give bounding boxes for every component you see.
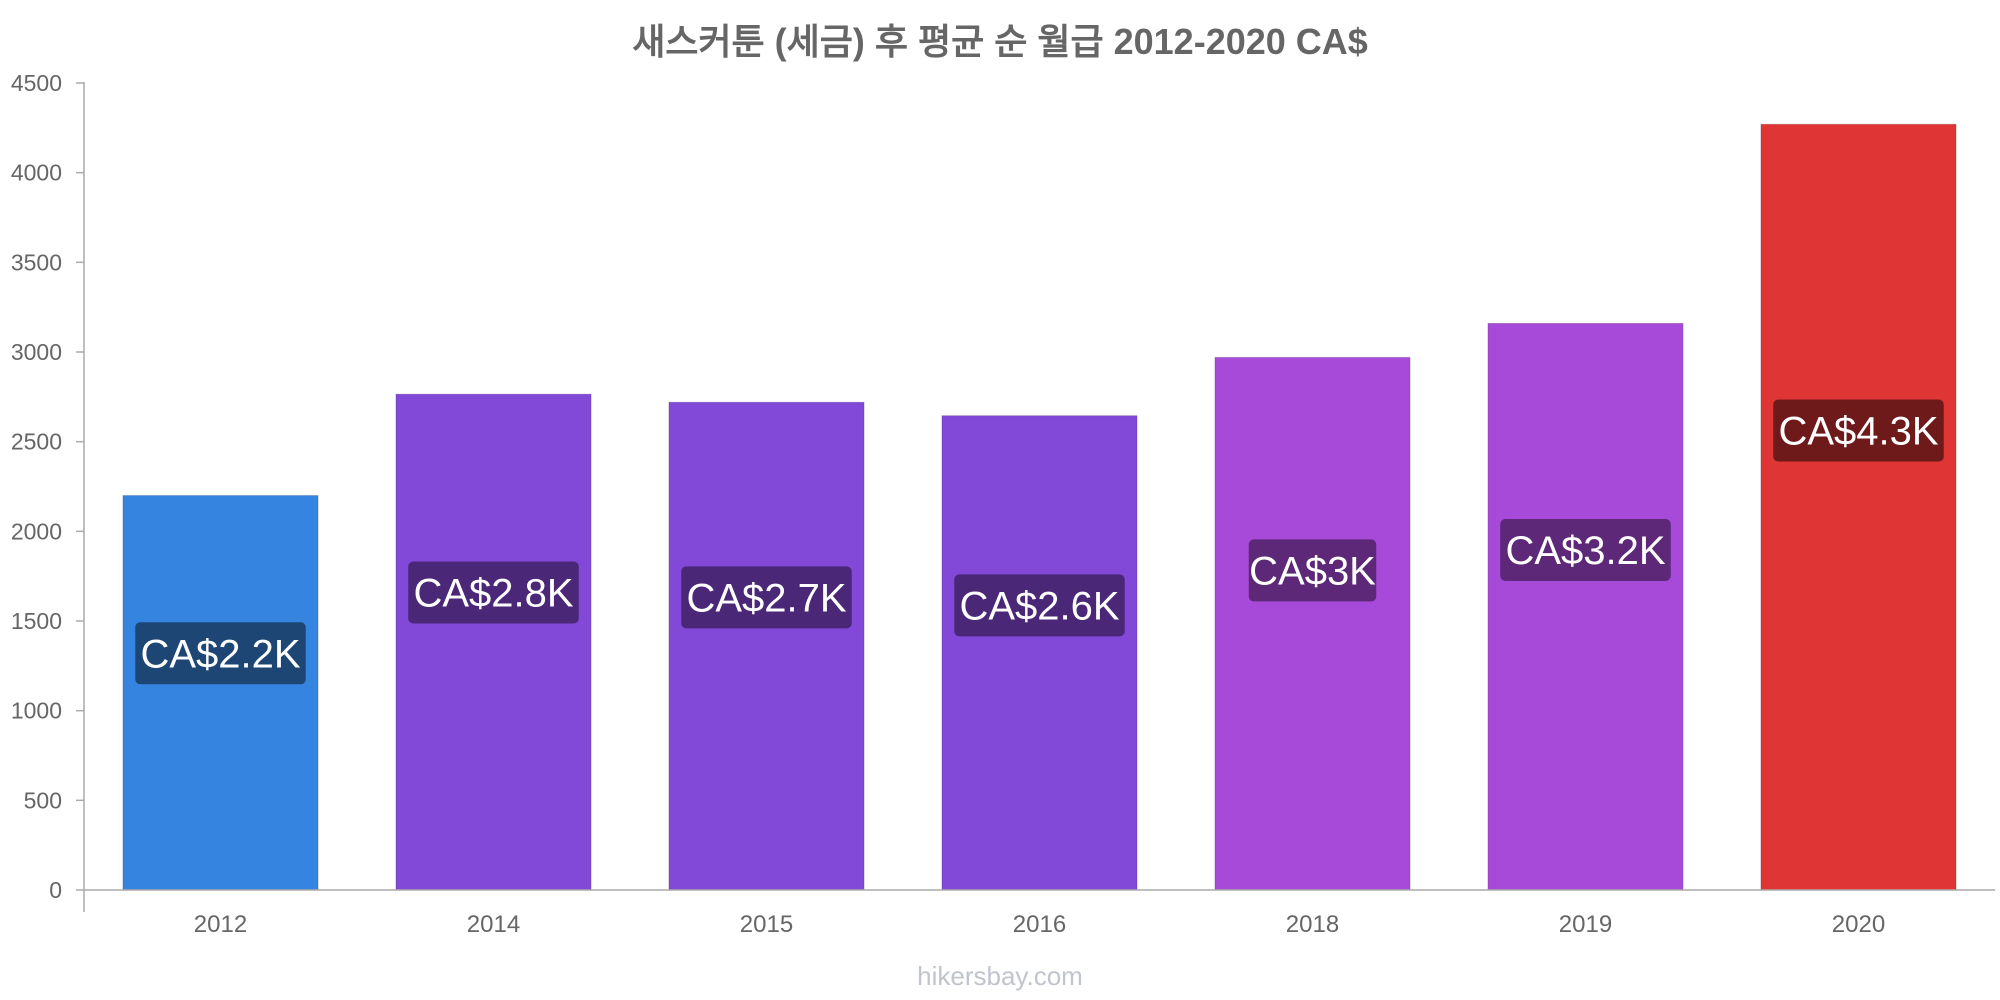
y-tick-label: 4500 bbox=[11, 70, 62, 96]
watermark: hikersbay.com bbox=[917, 961, 1083, 991]
y-tick-label: 1000 bbox=[11, 698, 62, 724]
y-tick-label: 3500 bbox=[11, 249, 62, 275]
x-tick-label: 2016 bbox=[1013, 911, 1066, 938]
bar-2020 bbox=[1760, 123, 1957, 891]
y-tick-label: 0 bbox=[49, 877, 62, 903]
x-tick-label: 2019 bbox=[1559, 911, 1612, 938]
x-axis-ticks: 2012 2014 2015 2016 2018 2019 2020 bbox=[194, 911, 1885, 938]
bar-2018 bbox=[1214, 356, 1411, 891]
data-label: CA$2.6K bbox=[959, 584, 1119, 628]
x-tick-label: 2020 bbox=[1832, 911, 1885, 938]
bar-2016 bbox=[941, 415, 1138, 891]
data-label-box bbox=[135, 622, 306, 685]
data-label-box bbox=[408, 561, 579, 624]
x-tick-label: 2015 bbox=[740, 911, 793, 938]
data-label-box bbox=[1500, 518, 1671, 581]
bar-2015 bbox=[668, 401, 865, 891]
bar-2014 bbox=[395, 393, 592, 891]
data-label-box bbox=[1248, 539, 1377, 602]
x-tick-label: 2018 bbox=[1286, 911, 1339, 938]
data-label: CA$3.2K bbox=[1505, 529, 1665, 573]
data-label-box bbox=[954, 574, 1125, 637]
x-tick-label: 2014 bbox=[467, 911, 520, 938]
bar-2012 bbox=[122, 494, 319, 891]
data-label: CA$3K bbox=[1249, 549, 1376, 593]
bar-2019 bbox=[1487, 322, 1684, 891]
bars: CA$2.2K CA$2.8K CA$2.7K CA$2.6K CA$3K CA$3.2K… bbox=[122, 123, 1957, 891]
y-tick-label: 500 bbox=[24, 787, 62, 813]
y-tick-label: 4000 bbox=[11, 160, 62, 186]
y-axis-ticks: 0 500 1000 1500 2000 2500 3000 3500 4000 4500 bbox=[11, 70, 84, 903]
data-label-box bbox=[681, 566, 852, 629]
y-tick-label: 2500 bbox=[11, 429, 62, 455]
data-label: CA$2.2K bbox=[140, 632, 300, 676]
data-label-box bbox=[1773, 399, 1944, 462]
y-tick-label: 3000 bbox=[11, 339, 62, 365]
y-tick-label: 2000 bbox=[11, 518, 62, 544]
data-label: CA$2.8K bbox=[413, 571, 573, 615]
x-tick-label: 2012 bbox=[194, 911, 247, 938]
chart-title: 새스커툰 (세금) 후 평균 순 월급 2012-2020 CA$ bbox=[632, 21, 1368, 62]
y-tick-label: 1500 bbox=[11, 608, 62, 634]
data-label: CA$2.7K bbox=[686, 576, 846, 620]
data-label: CA$4.3K bbox=[1778, 410, 1938, 454]
